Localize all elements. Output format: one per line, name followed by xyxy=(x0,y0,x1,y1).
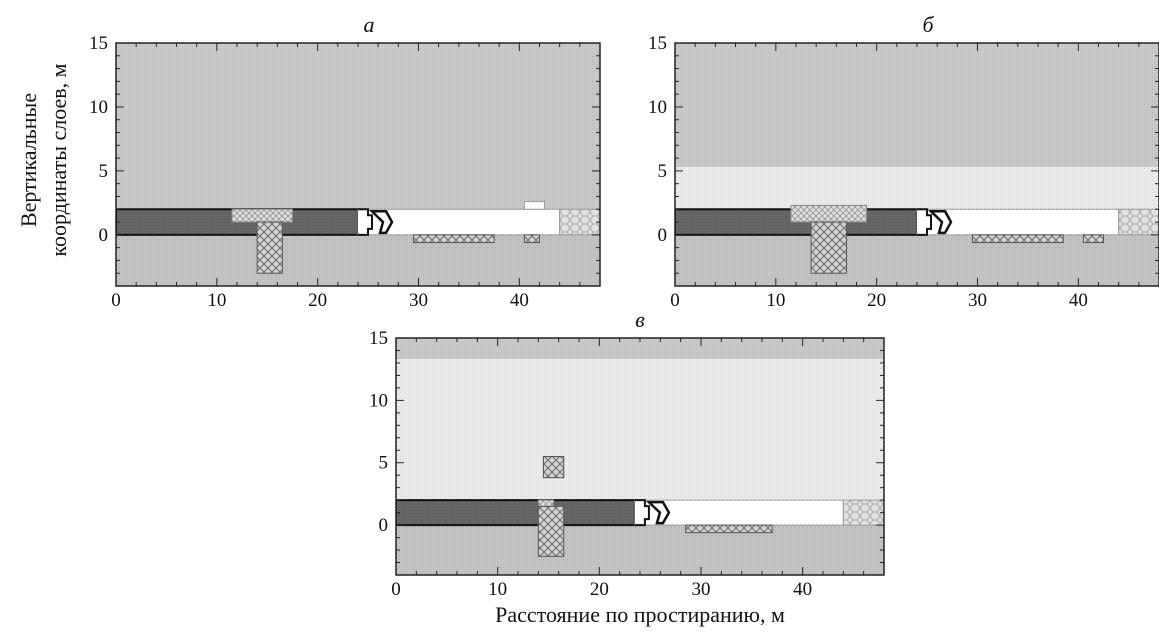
panel-b-shield-support xyxy=(927,210,953,235)
panel-v-y-tick-label: 10 xyxy=(369,390,388,411)
panel-a-x-tick-label: 10 xyxy=(207,290,226,311)
panel-v-y-tick-label: 15 xyxy=(369,328,388,349)
panel-a-coal-face xyxy=(358,208,373,236)
panel-b-region-floor-rock xyxy=(675,234,1159,286)
panel-a-x-tick-label: 40 xyxy=(510,290,529,311)
panel-a-x-tick-label: 0 xyxy=(111,290,121,311)
panel-b-region-floor-heave-small xyxy=(1082,234,1105,244)
panel-v-x-tick-label: 30 xyxy=(692,579,711,600)
panel-b-x-tick-label: 20 xyxy=(867,290,886,311)
panel-v-plot-area: 0 10 20 30 40 0 5 10 15 xyxy=(369,328,885,600)
panel-v-region-fracture-column xyxy=(537,505,565,557)
panel-b-y-tick-label: 5 xyxy=(658,161,668,182)
panel-v-region-coal-seam xyxy=(396,499,636,527)
panel-a-region-roof-break xyxy=(231,208,293,223)
panel-b-x-tick-label: 30 xyxy=(968,290,987,311)
panel-b-region-floor-heave xyxy=(971,234,1064,244)
panel-a-plot-area: 0 10 20 30 40 0 5 10 15 xyxy=(89,33,601,311)
panel-v-region-floor-heave xyxy=(685,524,773,534)
panel-a-shield-support xyxy=(368,210,394,235)
panel-a-title: а xyxy=(364,12,375,37)
panel-v-region-waste-pack xyxy=(842,499,884,526)
panel-a-x-tick-label: 30 xyxy=(409,290,428,311)
panel-v-title: в xyxy=(635,307,645,332)
panel-v-x-tick-label: 0 xyxy=(391,579,401,600)
panel-a-y-tick-label: 5 xyxy=(99,161,109,182)
panel-a-region-roof-rock xyxy=(116,43,600,210)
panel-a-region-floor-heave-small xyxy=(523,234,540,244)
panel-b-title: б xyxy=(922,12,934,37)
panel-b-y-tick-label: 10 xyxy=(648,97,667,118)
panel-b-y-tick-label: 0 xyxy=(658,225,668,246)
panel-v-shield-support xyxy=(645,500,671,525)
panel-a-region-floor-heave xyxy=(412,234,495,244)
panel-b-y-tick-label: 15 xyxy=(648,33,667,54)
panel-a-y-tick-label: 10 xyxy=(89,97,108,118)
panel-a-region-floor-rock xyxy=(116,234,600,286)
panel-a-y-tick-label: 15 xyxy=(89,33,108,54)
panel-b-plot-area: 0 10 20 30 40 0 5 10 15 xyxy=(648,33,1159,311)
y-axis-title-line-1: Вертикальные xyxy=(16,93,41,227)
panel-b: б 0 10 20 30 40 0 5 10 15 xyxy=(648,12,1159,311)
panel-v-x-tick-label: 10 xyxy=(488,579,507,600)
panel-a-region-goaf-hump xyxy=(523,201,546,210)
panel-v: в 0 10 20 30 40 0 5 10 15 xyxy=(369,307,885,600)
y-axis-title-line-2: координаты слоев, м xyxy=(46,63,71,256)
panel-v-region-floor-rock xyxy=(396,525,884,575)
panel-a-region-fracture-column xyxy=(256,221,283,274)
panel-b-region-subsided-zone xyxy=(675,167,1159,210)
panel-b-region-fracture-column xyxy=(810,221,847,274)
panel-b-region-roof-break xyxy=(790,204,868,223)
panel-v-x-tick-label: 20 xyxy=(590,579,609,600)
panel-b-coal-face xyxy=(917,208,932,236)
panel-b-x-tick-label: 0 xyxy=(670,290,680,311)
panel-b-x-tick-label: 40 xyxy=(1069,290,1088,311)
panel-b-region-roof-rock xyxy=(675,43,1159,168)
panel-v-region-roof-rock xyxy=(396,338,884,360)
panel-a-y-tick-label: 0 xyxy=(99,225,109,246)
x-axis-title: Расстояние по простиранию, м xyxy=(495,602,785,627)
panel-a: а 0 10 20 30 40 0 5 10 15 xyxy=(89,12,601,311)
panel-a-x-tick-label: 20 xyxy=(308,290,327,311)
panel-v-region-fracture-block xyxy=(542,456,565,479)
panel-v-x-tick-label: 40 xyxy=(793,579,812,600)
panel-v-y-tick-label: 0 xyxy=(379,515,389,536)
panel-b-x-tick-label: 10 xyxy=(766,290,785,311)
panel-v-coal-face xyxy=(634,499,650,527)
panel-a-region-waste-pack xyxy=(559,208,600,236)
panel-b-region-waste-pack xyxy=(1118,208,1159,236)
panel-v-y-tick-label: 5 xyxy=(379,453,389,474)
panel-v-region-subsided-zone xyxy=(396,359,884,501)
